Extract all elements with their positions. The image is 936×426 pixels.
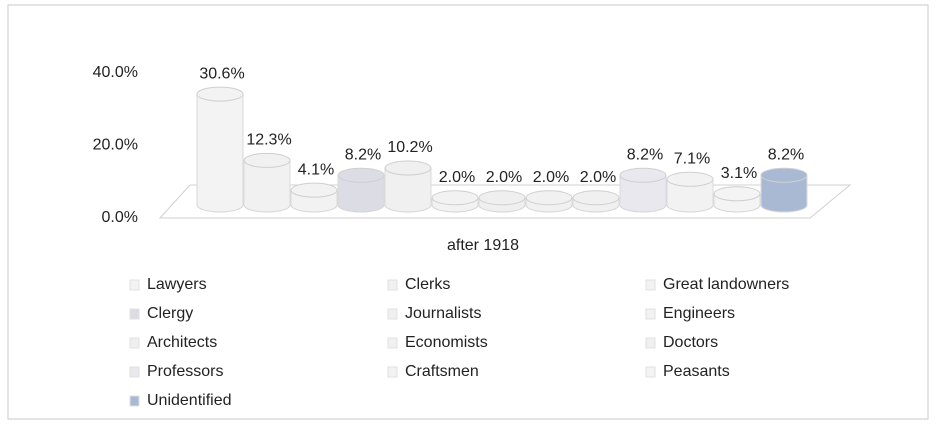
- bar-top: [666, 171, 714, 187]
- value-label: 4.1%: [298, 161, 334, 178]
- value-label: 8.2%: [768, 146, 804, 163]
- legend-label: Architects: [147, 334, 217, 351]
- legend-label: Lawyers: [147, 276, 207, 293]
- legend-label: Craftsmen: [405, 363, 479, 380]
- bar-top: [572, 190, 620, 206]
- bar: [197, 94, 243, 205]
- value-label: 30.6%: [199, 65, 244, 82]
- legend-swatch: [129, 308, 140, 320]
- category-label: after 1918: [447, 237, 519, 254]
- legend-swatch: [387, 337, 398, 349]
- legend-swatch: [387, 366, 398, 378]
- legend-swatch: [645, 366, 656, 378]
- bar-top: [525, 190, 573, 206]
- bar-top: [196, 86, 244, 102]
- y-tick-label: 40.0%: [93, 64, 138, 81]
- bar-top: [290, 182, 338, 198]
- bar-top: [384, 160, 432, 176]
- legend-swatch: [129, 366, 140, 378]
- legend-swatch: [129, 279, 140, 291]
- legend-label: Journalists: [405, 305, 481, 322]
- value-label: 8.2%: [627, 146, 663, 163]
- legend-swatch: [387, 308, 398, 320]
- legend-label: Peasants: [663, 363, 730, 380]
- value-label: 2.0%: [580, 169, 616, 186]
- bar-top: [243, 152, 291, 168]
- value-label: 10.2%: [387, 139, 432, 156]
- bar-top: [619, 167, 667, 183]
- legend-swatch: [645, 308, 656, 320]
- legend-label: Clerks: [405, 276, 450, 293]
- bar-top: [337, 167, 385, 183]
- value-label: 2.0%: [533, 169, 569, 186]
- legend-label: Professors: [147, 363, 223, 380]
- value-label: 2.0%: [439, 169, 475, 186]
- value-label: 2.0%: [486, 169, 522, 186]
- bar-top: [713, 186, 761, 202]
- value-label: 3.1%: [721, 165, 757, 182]
- value-label: 12.3%: [246, 132, 291, 149]
- legend-label: Doctors: [663, 334, 718, 351]
- legend-swatch: [387, 279, 398, 291]
- y-tick-label: 0.0%: [102, 209, 138, 226]
- legend-label: Clergy: [147, 305, 193, 322]
- legend-swatch: [645, 337, 656, 349]
- legend-label: Unidentified: [147, 392, 232, 409]
- value-label: 8.2%: [345, 146, 381, 163]
- legend-label: Great landowners: [663, 276, 789, 293]
- legend-label: Engineers: [663, 305, 735, 322]
- y-tick-label: 20.0%: [93, 137, 138, 154]
- bar-top: [478, 190, 526, 206]
- bar-top: [760, 167, 808, 183]
- bar-top: [431, 190, 479, 206]
- legend-swatch: [129, 337, 140, 349]
- value-label: 7.1%: [674, 150, 710, 167]
- legend-label: Economists: [405, 334, 488, 351]
- legend-swatch: [645, 279, 656, 291]
- legend-swatch: [129, 395, 140, 407]
